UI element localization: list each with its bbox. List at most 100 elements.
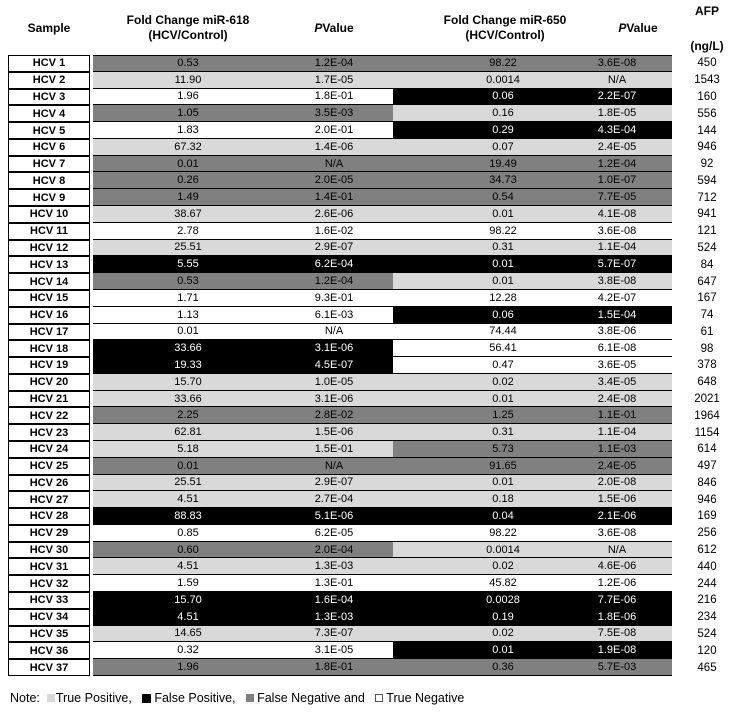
mir650-fold-change-value: 0.02	[492, 627, 514, 640]
mir650-block: 98.22 3.6E-08	[393, 222, 672, 240]
sample-label: HCV 23	[29, 426, 69, 439]
afp-value: 647	[697, 275, 717, 288]
mir650-fold-change-value: 0.01	[492, 392, 514, 405]
mir618-block: 25.51 2.9E-07	[93, 474, 393, 492]
sample-label: HCV 19	[29, 359, 69, 372]
mir650-fold-change-value: 0.01	[492, 476, 514, 489]
table-row: HCV 18 33.66 3.1E-06 56.41 6.1E-08 98	[8, 340, 742, 358]
sample-label: HCV 6	[32, 141, 66, 154]
mir618-pvalue: 1.2E-04	[314, 275, 354, 288]
mir650-pvalue: 6.1E-08	[597, 342, 637, 355]
mir650-block: 91.65 2.4E-05	[393, 457, 672, 475]
mir618-block: 0.01 N/A	[93, 457, 393, 475]
mir650-fold-change-value: 0.0014	[486, 73, 520, 86]
sample-label: HCV 32	[29, 577, 69, 590]
mir650-pvalue: 4.2E-07	[597, 291, 637, 304]
legend-note: Note: True Positive, False Positive, Fal…	[10, 691, 468, 705]
mir650-fold-change-value: 98.22	[489, 526, 517, 539]
mir650-pvalue: 1.1E-04	[597, 241, 637, 254]
mir618-pvalue: 3.5E-03	[314, 107, 354, 120]
sample-label: HCV 8	[32, 174, 66, 187]
fold-change-mir650-line1: Fold Change miR-650	[443, 12, 567, 27]
mir618-fold-change-value: 14.65	[174, 627, 202, 640]
legend-label: True Negative	[386, 691, 468, 705]
mir618-fold-change-value: 0.60	[177, 543, 199, 556]
mir650-block: 0.54 7.7E-05	[393, 189, 672, 207]
mir618-pvalue: 1.6E-04	[314, 593, 354, 606]
afp-value: 1154	[694, 426, 720, 439]
afp-value: 648	[697, 376, 717, 389]
mir650-pvalue: 3.6E-08	[597, 526, 637, 539]
mir618-pvalue: 1.8E-01	[314, 90, 354, 103]
mir650-fold-change-value: 56.41	[489, 342, 517, 355]
mir650-block: 0.06 1.5E-04	[393, 306, 672, 324]
mir618-block: 1.96 1.8E-01	[93, 88, 393, 106]
mir650-fold-change-value: 0.02	[492, 560, 514, 573]
mir650-fold-change-value: 0.01	[492, 644, 514, 657]
sample-cell: HCV 4	[8, 105, 90, 123]
mir618-fold-change-value: 1.96	[177, 90, 199, 103]
mir650-block: 19.49 1.2E-04	[393, 155, 672, 173]
afp-value: 941	[697, 208, 717, 221]
mir650-fold-change-value: 0.31	[492, 241, 514, 254]
legend-label: True Positive,	[55, 691, 136, 705]
table-row: HCV 27 4.51 2.7E-04 0.18 1.5E-06 946	[8, 491, 742, 509]
mir650-block: 0.0014 N/A	[393, 541, 672, 559]
mir618-fold-change-value: 4.51	[177, 560, 199, 573]
mir618-block: 15.70 1.6E-04	[93, 592, 393, 609]
sample-label: HCV 25	[29, 460, 69, 473]
table-row: HCV 37 1.96 1.8E-01 0.36 5.7E-03 465	[8, 659, 742, 676]
column-header-afp: AFP (ng/L)	[672, 0, 742, 55]
mir618-block: 1.05 3.5E-03	[93, 105, 393, 123]
table-row: HCV 5 1.83 2.0E-01 0.29 4.3E-04 144	[8, 122, 742, 139]
mir650-fold-change-value: 0.19	[492, 610, 514, 623]
sample-cell: HCV 11	[8, 222, 90, 240]
mir650-fold-change-value: 0.0028	[486, 593, 520, 606]
mir650-block: 0.01 4.1E-08	[393, 206, 672, 223]
mir618-fold-change-value: 0.01	[177, 459, 199, 472]
table-row: HCV 17 0.01 N/A 74.44 3.8E-06 61	[8, 323, 742, 341]
mir618-pvalue: 2.9E-07	[314, 476, 354, 489]
afp-value: 614	[697, 443, 717, 456]
legend-item: False Negative and	[239, 691, 368, 705]
mir618-pvalue: N/A	[324, 325, 344, 338]
mir618-pvalue: 2.9E-07	[314, 241, 354, 254]
mir650-block: 0.47 3.6E-05	[393, 357, 672, 374]
sample-label: HCV 16	[29, 309, 69, 322]
mir618-fold-change-value: 0.53	[177, 57, 199, 70]
sample-label: HCV 34	[29, 611, 69, 624]
mir618-block: 0.01 N/A	[93, 323, 393, 341]
mir618-block: 62.81 1.5E-06	[93, 424, 393, 441]
mir618-pvalue: 1.3E-03	[314, 560, 354, 573]
afp-header-line2: (ng/L)	[690, 39, 724, 53]
sample-cell: HCV 37	[8, 659, 90, 676]
table-body: HCV 1 0.53 1.2E-04 98.22 3.6E-08 450 HCV…	[8, 55, 742, 676]
mir650-fold-change-value: 98.22	[489, 57, 517, 70]
mir618-pvalue: 2.0E-05	[314, 174, 354, 187]
mir618-block: 19.33 4.5E-07	[93, 357, 393, 374]
mir618-pvalue: 7.3E-07	[314, 627, 354, 640]
mir618-pvalue: 1.4E-01	[314, 191, 354, 204]
mir650-pvalue: 7.7E-05	[597, 191, 637, 204]
table-row: HCV 19 19.33 4.5E-07 0.47 3.6E-05 378	[8, 357, 742, 374]
mir618-pvalue: 1.5E-06	[314, 426, 354, 439]
table-row: HCV 6 67.32 1.4E-06 0.07 2.4E-05 946	[8, 138, 742, 156]
sample-label: HCV 18	[29, 342, 69, 355]
mir650-fold-change-value: 0.54	[492, 191, 514, 204]
sample-cell: HCV 27	[8, 491, 90, 509]
sample-cell: HCV 19	[8, 357, 90, 374]
pvalue-italic-p: P	[314, 20, 323, 35]
mir650-block: 74.44 3.8E-06	[393, 323, 672, 341]
column-header-fold-change-mir650: Fold Change miR-650 (HCV/Control)	[393, 0, 617, 55]
legend-item: True Positive,	[40, 691, 135, 705]
mir618-fold-change-value: 1.83	[177, 124, 199, 137]
mir618-pvalue: 6.2E-04	[314, 258, 354, 271]
mir618-block: 67.32 1.4E-06	[93, 138, 393, 156]
sample-cell: HCV 28	[8, 508, 90, 525]
sample-cell: HCV 34	[8, 608, 90, 626]
sample-cell: HCV 3	[8, 88, 90, 106]
sample-label: HCV 29	[29, 527, 69, 540]
mir650-pvalue: 1.9E-08	[597, 644, 637, 657]
afp-value: 244	[697, 577, 717, 590]
